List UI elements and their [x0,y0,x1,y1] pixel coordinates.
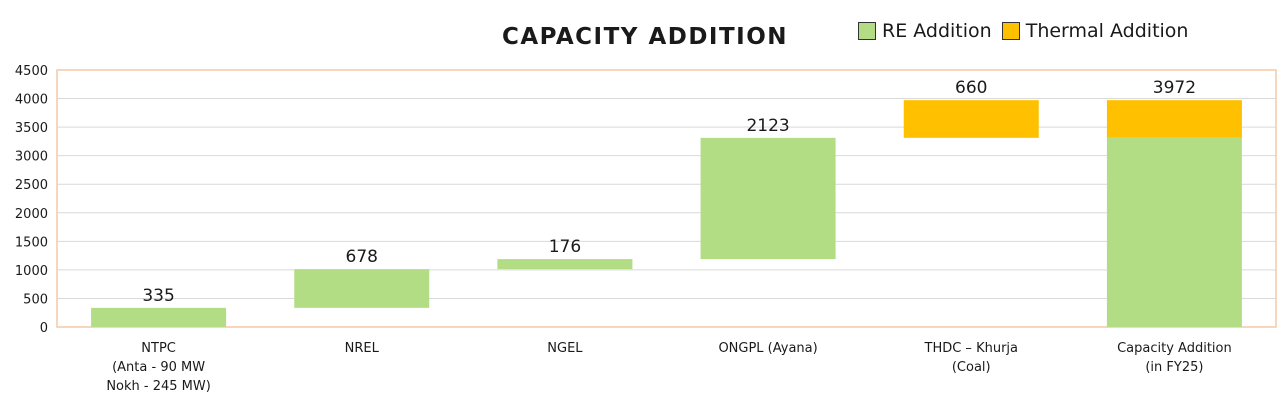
legend-item-thermal: Thermal Addition [1001,20,1189,42]
y-tick-label: 4500 [15,64,48,79]
chart-title: CAPACITY ADDITION [501,24,789,50]
legend-label-re: RE Addition [882,20,992,42]
legend-swatch-re [858,22,876,40]
data-label: 660 [955,78,987,98]
data-label: 176 [549,237,581,257]
y-tick-label: 4000 [15,93,48,108]
bar-segment [497,259,633,270]
x-tick-label: NTPC [141,341,176,356]
legend-item-re: RE Addition [858,20,992,42]
y-tick-label: 3500 [15,121,48,136]
x-tick-label: NGEL [547,341,583,356]
x-tick-label: Nokh - 245 MW) [106,379,211,394]
bar-segment [700,137,836,260]
y-tick-label: 0 [40,321,48,336]
bar-segment [1106,137,1242,327]
x-tick-label: (Coal) [952,360,991,375]
data-label: 678 [346,247,378,267]
data-label: 335 [142,286,174,306]
x-tick-label: (in FY25) [1145,360,1203,375]
x-tick-label: ONGPL (Ayana) [718,341,817,356]
legend-label-thermal: Thermal Addition [1025,20,1189,42]
legend-swatch-thermal [1001,22,1020,40]
data-label: 3972 [1153,78,1196,98]
y-tick-label: 2000 [15,207,48,222]
bar-segment [903,100,1039,138]
x-tick-label: NREL [345,341,380,356]
bar-segment [91,307,227,327]
y-tick-label: 1500 [15,235,48,250]
y-tick-label: 2500 [15,178,48,193]
x-tick-label: (Anta - 90 MW [112,360,205,375]
bar-segment [1106,100,1242,138]
chart-legend: RE Addition Thermal Addition [858,20,1198,42]
y-tick-label: 500 [23,292,48,307]
y-tick-label: 3000 [15,150,48,165]
bar-segment [294,269,430,308]
y-tick-label: 1000 [15,264,48,279]
plot-border [56,69,1277,328]
x-tick-label: THDC – Khurja [924,341,1019,356]
data-label: 2123 [746,116,789,136]
x-tick-label: Capacity Addition [1117,341,1232,356]
